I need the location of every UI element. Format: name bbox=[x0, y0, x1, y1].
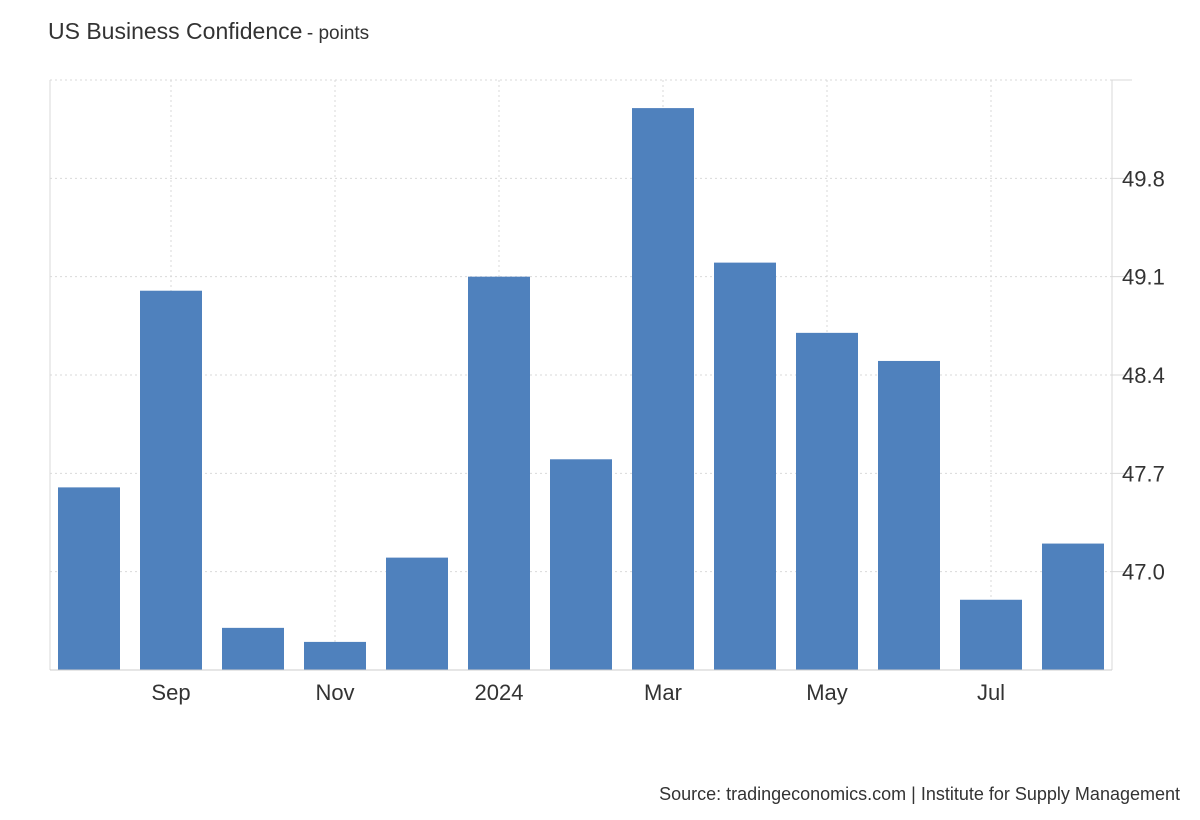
y-tick-label: 47.7 bbox=[1122, 461, 1165, 486]
chart-unit-label: - points bbox=[306, 23, 370, 44]
bar bbox=[960, 599, 1022, 670]
chart-title-text: US Business Confidence bbox=[48, 18, 303, 44]
bar bbox=[140, 290, 202, 670]
bar bbox=[468, 276, 530, 670]
bar bbox=[58, 487, 120, 670]
chart-title: US Business Confidence - points bbox=[48, 18, 369, 45]
bar bbox=[1042, 543, 1104, 670]
y-tick-label: 49.8 bbox=[1122, 166, 1165, 191]
y-tick-label: 47.0 bbox=[1122, 560, 1165, 585]
bar bbox=[878, 360, 940, 670]
bar bbox=[632, 108, 694, 671]
x-tick-label: 2024 bbox=[475, 680, 524, 705]
source-note: Source: tradingeconomics.com | Institute… bbox=[659, 784, 1180, 804]
y-tick-label: 48.4 bbox=[1122, 363, 1165, 388]
bar bbox=[304, 641, 366, 670]
bar bbox=[796, 332, 858, 670]
x-tick-label: Mar bbox=[644, 680, 682, 705]
x-tick-label: May bbox=[806, 680, 848, 705]
x-tick-label: Sep bbox=[151, 680, 190, 705]
x-tick-label: Jul bbox=[977, 680, 1005, 705]
bar bbox=[222, 627, 284, 670]
x-tick-label: Nov bbox=[315, 680, 354, 705]
y-tick-label: 49.1 bbox=[1122, 265, 1165, 290]
bar bbox=[714, 262, 776, 670]
bar bbox=[550, 459, 612, 670]
bar bbox=[386, 557, 448, 670]
